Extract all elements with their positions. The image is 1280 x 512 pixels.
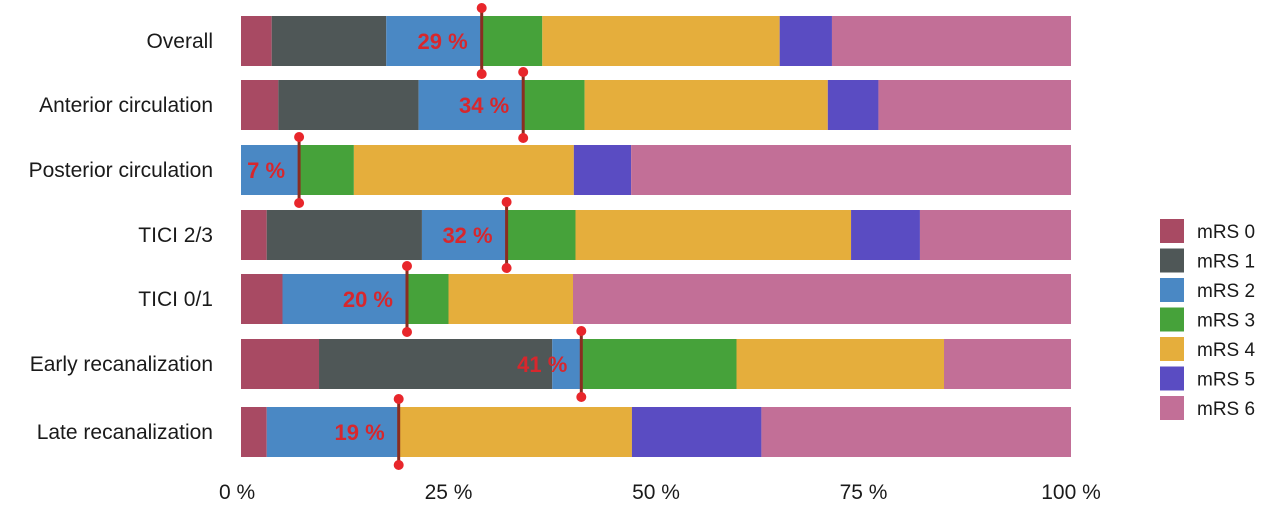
bar-segment-mrs-2-anterior-circulation: [418, 80, 524, 130]
bar-segment-mrs-1-anterior-circulation: [278, 80, 419, 130]
bar-segment-mrs-5-tici-2-3: [851, 210, 920, 260]
threshold-marker-top-dot-posterior-circulation: [294, 132, 305, 142]
bar-segment-mrs-5-overall: [779, 16, 832, 66]
bar-segment-mrs-0-tici-0-1: [241, 274, 283, 324]
bar-segment-mrs-3-anterior-circulation: [523, 80, 585, 130]
legend-label-mrs-5: mRS 5: [1197, 370, 1255, 391]
threshold-marker-bottom-dot-anterior-circulation: [518, 133, 529, 143]
legend-swatch-mrs-1: [1160, 248, 1184, 273]
category-label-early-recanalization: Early recanalization: [30, 353, 213, 376]
category-label-overall: Overall: [146, 30, 213, 53]
percentage-label-tici-0-1: 20 %: [343, 287, 393, 312]
legend-swatch-mrs-5: [1160, 366, 1184, 391]
bar-segment-mrs-6-late-recanalization: [761, 407, 1071, 457]
bar-segment-mrs-4-late-recanalization: [397, 407, 632, 457]
bar-segment-mrs-2-tici-0-1: [282, 274, 407, 324]
legend-label-mrs-1: mRS 1: [1197, 252, 1255, 273]
threshold-marker-bottom-dot-tici-2-3: [501, 263, 512, 273]
bar-segment-mrs-3-overall: [481, 16, 543, 66]
x-tick-label-75: 75 %: [840, 481, 888, 504]
bar-segment-mrs-5-anterior-circulation: [827, 80, 879, 130]
bar-segment-mrs-4-tici-0-1: [448, 274, 573, 324]
threshold-marker-top-dot-overall: [476, 3, 487, 13]
bar-segment-mrs-4-tici-2-3: [575, 210, 852, 260]
percentage-label-posterior-circulation: 7 %: [247, 158, 285, 183]
x-tick-label-0: 0 %: [219, 481, 255, 504]
threshold-marker-top-dot-anterior-circulation: [518, 67, 529, 77]
bar-segment-mrs-2-overall: [386, 16, 482, 66]
x-tick-label-100: 100 %: [1041, 481, 1101, 504]
bar-segment-mrs-5-posterior-circulation: [573, 145, 632, 195]
bar-segment-mrs-1-tici-2-3: [266, 210, 422, 260]
bar-segment-mrs-5-late-recanalization: [631, 407, 762, 457]
threshold-marker-bottom-dot-tici-0-1: [402, 327, 412, 337]
threshold-marker-bottom-dot-early-recanalization: [576, 392, 587, 402]
legend-label-mrs-3: mRS 3: [1197, 311, 1255, 332]
threshold-marker-top-dot-early-recanalization: [576, 326, 587, 336]
legend-swatch-mrs-4: [1160, 337, 1184, 361]
threshold-marker-top-dot-late-recanalization: [393, 394, 404, 404]
legend-swatch-mrs-3: [1160, 307, 1184, 332]
bar-segment-mrs-4-overall: [542, 16, 780, 66]
x-tick-label-50: 50 %: [632, 481, 680, 504]
bar-segment-mrs-6-overall: [831, 16, 1071, 66]
bar-segment-mrs-0-overall: [241, 16, 272, 66]
bar-segment-mrs-3-tici-0-1: [407, 274, 449, 324]
threshold-marker-bottom-dot-late-recanalization: [393, 460, 404, 470]
bar-segment-mrs-1-overall: [271, 16, 387, 66]
bar-segment-mrs-2-early-recanalization: [552, 339, 581, 389]
bar-segment-mrs-0-late-recanalization: [241, 407, 267, 457]
category-label-late-recanalization: Late recanalization: [37, 421, 213, 444]
legend-label-mrs-4: mRS 4: [1197, 340, 1256, 361]
bar-segment-mrs-2-late-recanalization: [266, 407, 398, 457]
threshold-marker-top-dot-tici-0-1: [402, 261, 412, 271]
legend-label-mrs-2: mRS 2: [1197, 281, 1255, 302]
percentage-label-late-recanalization: 19 %: [335, 420, 385, 445]
bar-segment-mrs-0-early-recanalization: [241, 339, 320, 389]
bar-segment-mrs-6-posterior-circulation: [631, 145, 1071, 195]
percentage-label-early-recanalization: 41 %: [517, 352, 567, 377]
category-label-posterior-circulation: Posterior circulation: [29, 159, 213, 182]
bar-segment-mrs-3-tici-2-3: [506, 210, 576, 260]
bar-segment-mrs-6-anterior-circulation: [878, 80, 1071, 130]
threshold-marker-bottom-dot-overall: [476, 69, 487, 79]
percentage-label-anterior-circulation: 34 %: [459, 93, 509, 118]
bar-segment-mrs-2-tici-2-3: [421, 210, 507, 260]
bar-segment-mrs-0-tici-2-3: [241, 210, 267, 260]
legend-swatch-mrs-0: [1160, 219, 1184, 243]
legend-label-mrs-6: mRS 6: [1197, 399, 1255, 420]
legend-label-mrs-0: mRS 0: [1197, 222, 1255, 243]
threshold-marker-bottom-dot-posterior-circulation: [294, 198, 305, 208]
bar-segment-mrs-6-tici-0-1: [573, 274, 1071, 324]
bar-segment-mrs-1-early-recanalization: [319, 339, 553, 389]
category-label-anterior-circulation: Anterior circulation: [39, 94, 213, 117]
bar-segment-mrs-4-posterior-circulation: [353, 145, 574, 195]
bar-segment-mrs-6-tici-2-3: [919, 210, 1071, 260]
bar-segment-mrs-3-posterior-circulation: [299, 145, 354, 195]
threshold-marker-top-dot-tici-2-3: [501, 197, 512, 207]
bar-segment-mrs-6-early-recanalization: [944, 339, 1071, 389]
bar-segment-mrs-4-early-recanalization: [736, 339, 945, 389]
category-label-tici-2-3: TICI 2/3: [138, 224, 213, 247]
legend-swatch-mrs-2: [1160, 278, 1184, 302]
bar-segment-mrs-4-anterior-circulation: [584, 80, 828, 130]
bar-segment-mrs-2-posterior-circulation: [241, 145, 300, 195]
x-tick-label-25: 25 %: [425, 481, 473, 504]
percentage-label-tici-2-3: 32 %: [442, 223, 492, 248]
bar-segment-mrs-0-anterior-circulation: [241, 80, 279, 130]
legend-swatch-mrs-6: [1160, 396, 1184, 420]
percentage-label-overall: 29 %: [418, 29, 468, 54]
category-label-tici-0-1: TICI 0/1: [138, 288, 213, 311]
bar-segment-mrs-3-early-recanalization: [580, 339, 737, 389]
